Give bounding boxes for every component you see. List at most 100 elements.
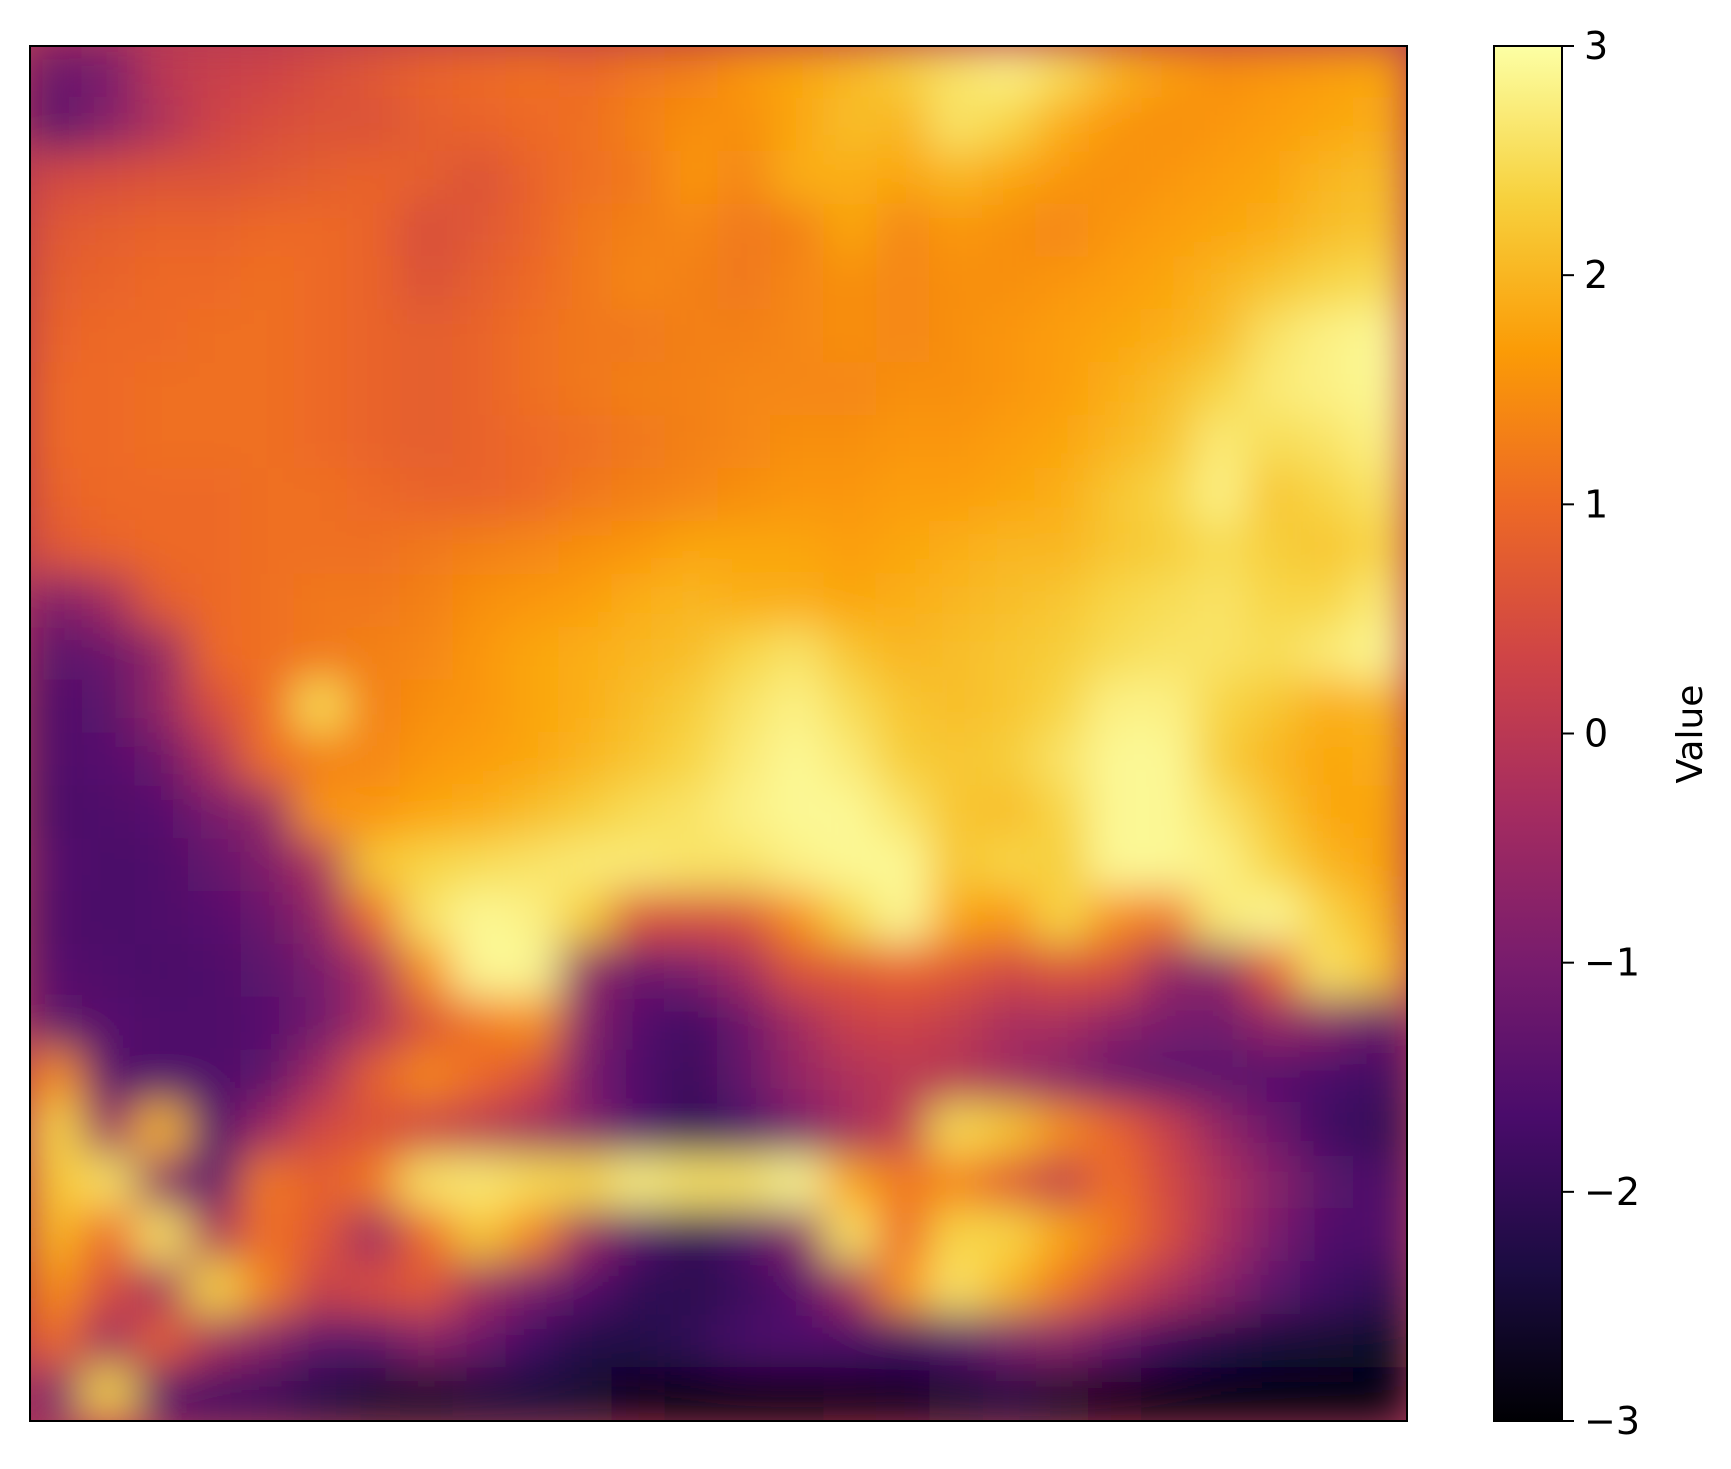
heatmap-cell [1353, 309, 1407, 365]
heatmap-cell [1247, 1049, 1303, 1105]
heatmap-cell [81, 944, 137, 999]
heatmap-cell [876, 679, 932, 735]
heatmap-cell [1141, 944, 1197, 999]
heatmap-cell [1247, 785, 1303, 841]
heatmap-cell [1035, 203, 1091, 259]
heatmap-cell [1035, 1261, 1091, 1317]
heatmap-cell [982, 309, 1038, 365]
heatmap-cell [1247, 362, 1303, 418]
heatmap-cell [876, 785, 932, 841]
heatmap-cell [134, 1049, 190, 1105]
heatmap-cell [823, 679, 879, 735]
heatmap-cell [1353, 1155, 1407, 1211]
heatmap-cell [1035, 891, 1091, 947]
heatmap-cell [982, 1314, 1038, 1370]
heatmap-cell [505, 1314, 561, 1370]
heatmap-cell [1088, 1102, 1144, 1158]
heatmap-cell [81, 785, 137, 841]
heatmap-cell [982, 1367, 1038, 1421]
heatmap-cell [1194, 944, 1250, 999]
heatmap-cell [1194, 203, 1250, 259]
heatmap-cell [293, 1367, 349, 1421]
heatmap-cell [293, 46, 349, 100]
heatmap-cell [134, 1367, 190, 1421]
heatmap-cell [1300, 415, 1356, 471]
heatmap-cell [452, 46, 508, 100]
heatmap-cell [1194, 46, 1250, 100]
heatmap-cell [1353, 150, 1407, 206]
heatmap-cell [1141, 785, 1197, 841]
heatmap-cell [770, 1208, 826, 1264]
heatmap-cell [1194, 1261, 1250, 1317]
heatmap-cell [1353, 785, 1407, 841]
heatmap-cell [1353, 1208, 1407, 1264]
heatmap-cell [505, 732, 561, 788]
heatmap-cell [929, 838, 985, 894]
heatmap-cell [1194, 838, 1250, 894]
heatmap-cell [1353, 891, 1407, 947]
heatmap-cell [823, 944, 879, 999]
heatmap-cell [187, 309, 243, 365]
heatmap-cell [1353, 1261, 1407, 1317]
heatmap-cell [399, 1102, 455, 1158]
heatmap-cell [187, 785, 243, 841]
heatmap-cell [1247, 1155, 1303, 1211]
heatmap-cell [1141, 256, 1197, 312]
colorbar: 3 2 1 0 −1 −2 −3 [1493, 24, 1640, 1443]
heatmap-cell [717, 203, 773, 259]
heatmap-cell [30, 150, 84, 206]
heatmap-cell [1353, 944, 1407, 999]
heatmap-cell [293, 97, 349, 153]
heatmap-cell [240, 838, 296, 894]
heatmap-cell [982, 468, 1038, 523]
heatmap-cell [717, 1155, 773, 1211]
heatmap-cell [558, 1208, 614, 1264]
heatmap-cell [1353, 203, 1407, 259]
heatmap-cell [30, 1155, 84, 1211]
heatmap-cell [505, 1102, 561, 1158]
heatmap-cell [452, 520, 508, 576]
heatmap-cell [1035, 1102, 1091, 1158]
heatmap-cell [81, 626, 137, 682]
heatmap-cell [134, 468, 190, 523]
heatmap-cell [558, 97, 614, 153]
heatmap-cell [664, 1049, 720, 1105]
heatmap-cell [1247, 996, 1303, 1052]
heatmap-cell [664, 996, 720, 1052]
heatmap-cell [1141, 626, 1197, 682]
heatmap-cell [664, 626, 720, 682]
heatmap-cell [293, 520, 349, 576]
heatmap-cell [240, 309, 296, 365]
heatmap-cell [346, 944, 402, 999]
heatmap-cell [823, 415, 879, 471]
heatmap-cell [1088, 1049, 1144, 1105]
heatmap-cell [770, 1314, 826, 1370]
heatmap-cell [611, 46, 667, 100]
heatmap-cell [293, 1102, 349, 1158]
heatmap-cell [1088, 1261, 1144, 1317]
heatmap-cell [81, 362, 137, 418]
heatmap-cell [346, 573, 402, 629]
heatmap-cell [982, 150, 1038, 206]
heatmap-cell [187, 944, 243, 999]
heatmap-cell [1247, 944, 1303, 999]
heatmap-cell [346, 415, 402, 471]
heatmap-cell [399, 203, 455, 259]
heatmap-cell [558, 996, 614, 1052]
heatmap-cell [30, 1367, 84, 1421]
heatmap-cell [982, 1208, 1038, 1264]
heatmap-cell [1353, 362, 1407, 418]
heatmap-cell [293, 1208, 349, 1264]
heatmap-cell [558, 944, 614, 999]
heatmap-cell [293, 362, 349, 418]
heatmap-cell [1035, 838, 1091, 894]
heatmap-cell [1247, 1208, 1303, 1264]
heatmap-cell [187, 732, 243, 788]
heatmap-cell [717, 1208, 773, 1264]
heatmap-cell [611, 996, 667, 1052]
heatmap-cells [30, 46, 1407, 1421]
heatmap-cell [1088, 996, 1144, 1052]
heatmap-cell [1300, 944, 1356, 999]
heatmap-cell [1088, 46, 1144, 100]
heatmap-cell [770, 150, 826, 206]
